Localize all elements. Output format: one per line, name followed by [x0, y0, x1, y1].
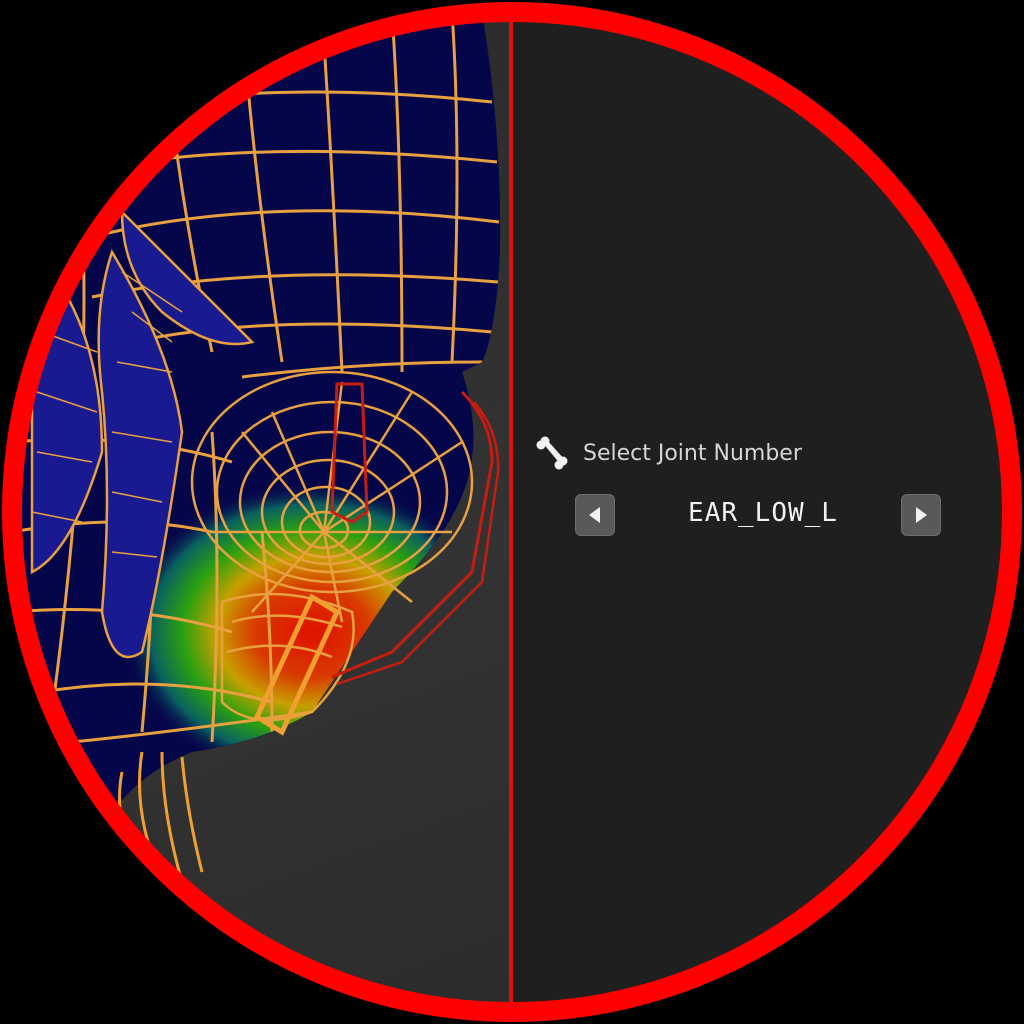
triangle-left-icon [589, 507, 600, 523]
selected-joint-value: EAR_LOW_L [688, 498, 838, 528]
panel-title: Select Joint Number [583, 440, 802, 466]
next-joint-button[interactable] [901, 494, 941, 536]
3d-viewport[interactable] [12, 12, 512, 1012]
magnifier-lens: Select Joint Number EAR_LOW_L [12, 12, 1012, 1012]
triangle-right-icon [916, 507, 927, 523]
prev-joint-button[interactable] [575, 494, 615, 536]
bone-icon [536, 436, 568, 470]
panel-header: Select Joint Number [535, 436, 802, 470]
joint-panel: Select Joint Number EAR_LOW_L [513, 12, 1012, 1012]
mesh-weight-paint [12, 12, 501, 883]
